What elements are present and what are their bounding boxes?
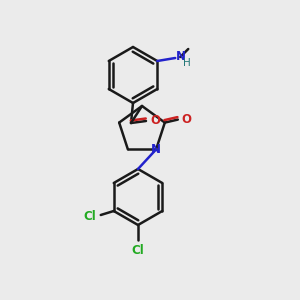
Text: N: N bbox=[176, 50, 186, 64]
Text: Cl: Cl bbox=[132, 244, 144, 257]
Text: H: H bbox=[183, 58, 190, 68]
Text: N: N bbox=[151, 143, 161, 156]
Text: Cl: Cl bbox=[83, 209, 96, 223]
Text: O: O bbox=[150, 115, 160, 128]
Text: O: O bbox=[182, 113, 192, 126]
